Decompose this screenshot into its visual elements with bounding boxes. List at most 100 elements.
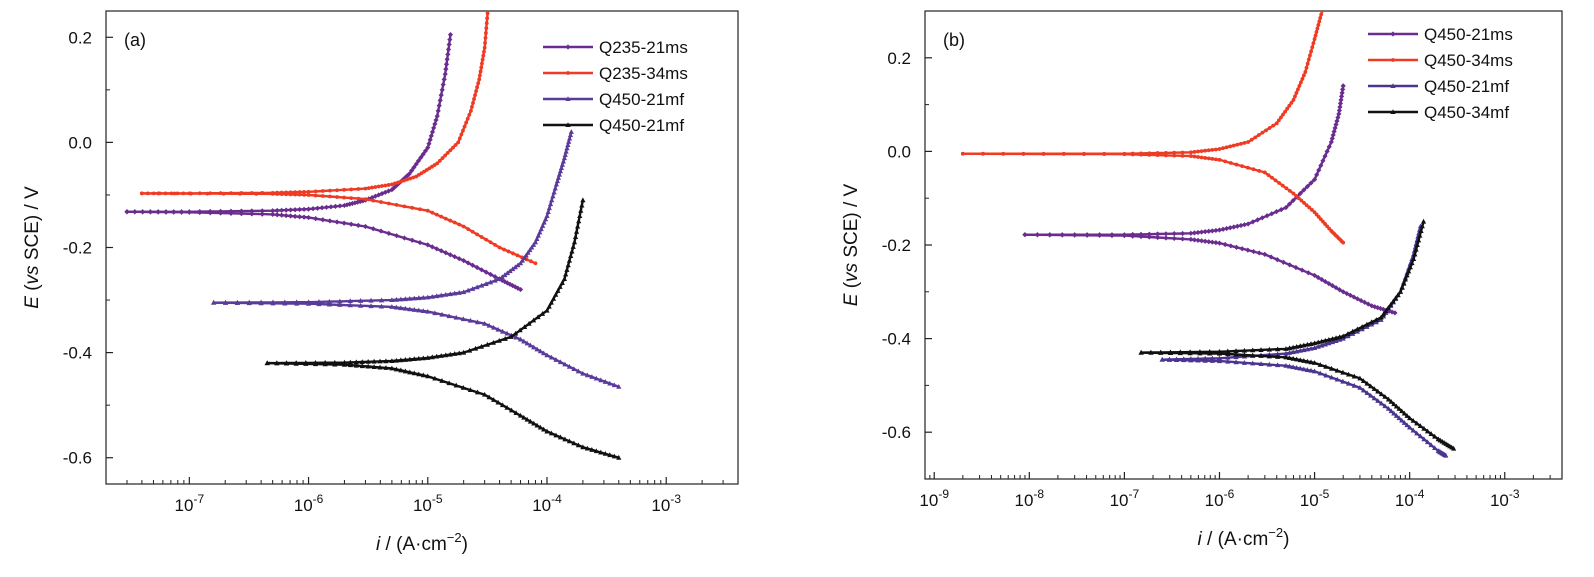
data-point: [429, 293, 435, 299]
data-point: [443, 292, 449, 297]
y-tick-label: 0.0: [887, 142, 911, 161]
data-point: [1179, 230, 1186, 237]
data-point: [470, 105, 474, 109]
data-point: [1250, 360, 1256, 366]
data-point: [517, 336, 524, 342]
data-point: [1276, 118, 1281, 123]
data-point: [1172, 153, 1177, 158]
data-point: [337, 203, 343, 209]
data-point: [611, 453, 617, 459]
data-point: [495, 326, 501, 332]
data-point: [402, 305, 408, 311]
data-point: [461, 289, 467, 295]
data-point: [510, 266, 516, 272]
data-point: [1257, 168, 1262, 173]
data-point: [1318, 16, 1323, 20]
data-point: [1217, 157, 1222, 162]
data-point: [406, 171, 412, 177]
data-point: [1231, 143, 1236, 148]
data-point: [274, 360, 280, 366]
data-point: [1296, 196, 1301, 201]
data-point: [1196, 155, 1200, 159]
data-point: [1399, 408, 1405, 414]
data-point: [575, 368, 582, 374]
data-point: [411, 370, 417, 376]
data-point: [1239, 141, 1243, 146]
data-point: [319, 205, 325, 211]
data-point: [438, 292, 444, 298]
data-point: [313, 193, 318, 198]
data-point: [1234, 162, 1239, 167]
data-point: [491, 397, 497, 402]
data-point: [1224, 225, 1230, 232]
series-line-cathodic: [962, 152, 1345, 244]
data-point: [1399, 284, 1405, 290]
data-point: [1424, 428, 1431, 434]
data-point: [378, 303, 385, 309]
data-point: [349, 196, 354, 200]
data-point: [1241, 222, 1248, 228]
data-point: [249, 211, 255, 217]
data-point: [589, 374, 595, 379]
data-point: [332, 361, 338, 367]
data-point: [1258, 361, 1264, 366]
data-point: [551, 189, 557, 195]
data-point: [284, 192, 289, 197]
data-point: [1373, 317, 1379, 322]
x-axis-label: i / (A·cm−2): [376, 530, 468, 555]
data-point: [1337, 100, 1344, 107]
data-point: [602, 450, 608, 456]
data-point: [467, 112, 472, 117]
data-point: [1228, 144, 1233, 149]
data-point: [1319, 12, 1324, 17]
data-point: [1296, 87, 1300, 92]
data-point: [483, 36, 488, 40]
data-point: [1234, 223, 1240, 229]
data-point: [1163, 235, 1169, 241]
data-point: [1202, 238, 1208, 244]
data-point: [1309, 49, 1314, 54]
data-point: [482, 391, 488, 397]
data-point: [1340, 369, 1346, 375]
data-point: [1209, 358, 1215, 363]
data-point: [1297, 357, 1303, 363]
data-point: [459, 132, 464, 137]
data-point: [473, 93, 477, 97]
data-point: [320, 194, 325, 198]
data-point: [1354, 296, 1361, 302]
data-point: [557, 168, 564, 174]
data-point: [484, 341, 490, 347]
data-point: [425, 294, 431, 300]
data-point: [1350, 328, 1356, 334]
data-point: [1335, 114, 1341, 121]
data-point: [409, 168, 415, 174]
data-point: [563, 271, 569, 277]
data-point: [1213, 240, 1219, 246]
data-point: [1374, 304, 1381, 311]
data-point: [341, 220, 347, 226]
data-point: [368, 303, 374, 309]
data-point: [1187, 350, 1193, 356]
data-point: [1275, 351, 1281, 357]
data-point: [544, 352, 550, 358]
data-point: [565, 262, 571, 268]
data-point: [437, 158, 442, 163]
data-point: [544, 213, 550, 218]
data-point: [1283, 354, 1289, 360]
data-point: [1307, 205, 1312, 210]
data-point: [1287, 188, 1292, 193]
data-point: [555, 175, 562, 180]
panel-b: 10-9 10-8 10-7 10-6 10-5 10-4 10-3 0.2 0.0 -0.2 -0…: [841, 10, 1563, 550]
data-point: [496, 337, 502, 343]
data-point: [207, 210, 213, 216]
data-point: [1368, 392, 1374, 398]
data-point: [293, 192, 297, 197]
data-point: [1264, 128, 1268, 133]
data-point: [354, 199, 361, 205]
data-point: [1323, 372, 1329, 378]
data-point: [1286, 201, 1293, 207]
data-point: [320, 217, 326, 223]
y-tick-label: 0.0: [68, 133, 92, 152]
data-point: [217, 210, 224, 216]
data-point: [270, 300, 276, 306]
